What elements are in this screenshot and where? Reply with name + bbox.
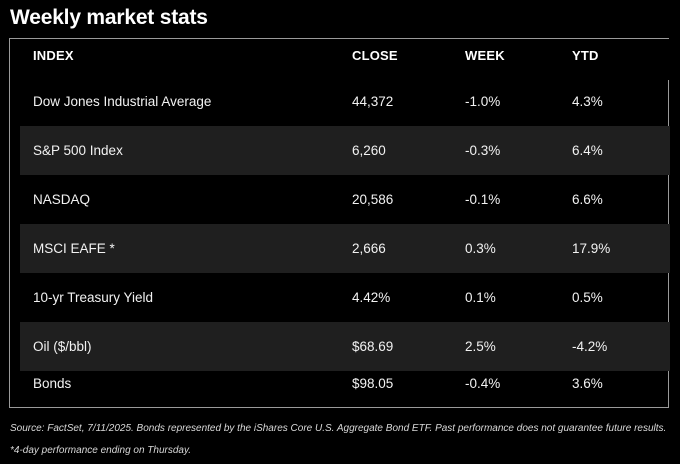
- row-close-value: 20,586: [352, 192, 394, 207]
- row-week-change: 0.3%: [465, 241, 496, 256]
- table-row: Bonds $98.05 -0.4% 3.6%: [20, 359, 670, 408]
- table-row: MSCI EAFE * 2,666 0.3% 17.9%: [20, 224, 670, 273]
- row-week-change: -0.4%: [465, 376, 501, 391]
- header-ytd: YTD: [572, 48, 599, 63]
- row-ytd-change: 17.9%: [572, 241, 611, 256]
- row-ytd-change: -4.2%: [572, 339, 608, 354]
- row-ytd-change: 6.6%: [572, 192, 603, 207]
- row-week-change: 2.5%: [465, 339, 496, 354]
- row-close-value: $98.05: [352, 376, 394, 391]
- row-ytd-change: 6.4%: [572, 143, 603, 158]
- table-header-row: INDEX CLOSE WEEK YTD: [20, 39, 670, 80]
- row-ytd-change: 0.5%: [572, 290, 603, 305]
- header-index: INDEX: [33, 48, 74, 63]
- row-ytd-change: 3.6%: [572, 376, 603, 391]
- row-close-value: $68.69: [352, 339, 394, 354]
- row-index-name: S&P 500 Index: [33, 143, 123, 158]
- row-close-value: 4.42%: [352, 290, 391, 305]
- table-row: NASDAQ 20,586 -0.1% 6.6%: [20, 175, 670, 224]
- row-index-name: Dow Jones Industrial Average: [33, 94, 212, 109]
- row-index-name: Bonds: [33, 376, 72, 391]
- header-week: WEEK: [465, 48, 505, 63]
- table-row: S&P 500 Index 6,260 -0.3% 6.4%: [20, 126, 670, 175]
- row-index-name: Oil ($/bbl): [33, 339, 92, 354]
- row-index-name: MSCI EAFE *: [33, 241, 115, 256]
- source-footnote: Source: FactSet, 7/11/2025. Bonds repres…: [10, 423, 667, 456]
- row-close-value: 2,666: [352, 241, 386, 256]
- market-stats-table: INDEX CLOSE WEEK YTD Dow Jones Industria…: [9, 38, 670, 408]
- row-index-name: 10-yr Treasury Yield: [33, 290, 154, 305]
- header-close: CLOSE: [352, 48, 398, 63]
- page-title: Weekly market stats: [10, 6, 208, 29]
- row-close-value: 6,260: [352, 143, 386, 158]
- row-week-change: 0.1%: [465, 290, 496, 305]
- row-index-name: NASDAQ: [33, 192, 91, 207]
- table-row: Oil ($/bbl) $68.69 2.5% -4.2%: [20, 322, 670, 371]
- row-close-value: 44,372: [352, 94, 394, 109]
- row-week-change: -1.0%: [465, 94, 501, 109]
- row-week-change: -0.3%: [465, 143, 501, 158]
- table-row: Dow Jones Industrial Average 44,372 -1.0…: [20, 77, 670, 126]
- table-row: 10-yr Treasury Yield 4.42% 0.1% 0.5%: [20, 273, 670, 322]
- row-week-change: -0.1%: [465, 192, 501, 207]
- row-ytd-change: 4.3%: [572, 94, 603, 109]
